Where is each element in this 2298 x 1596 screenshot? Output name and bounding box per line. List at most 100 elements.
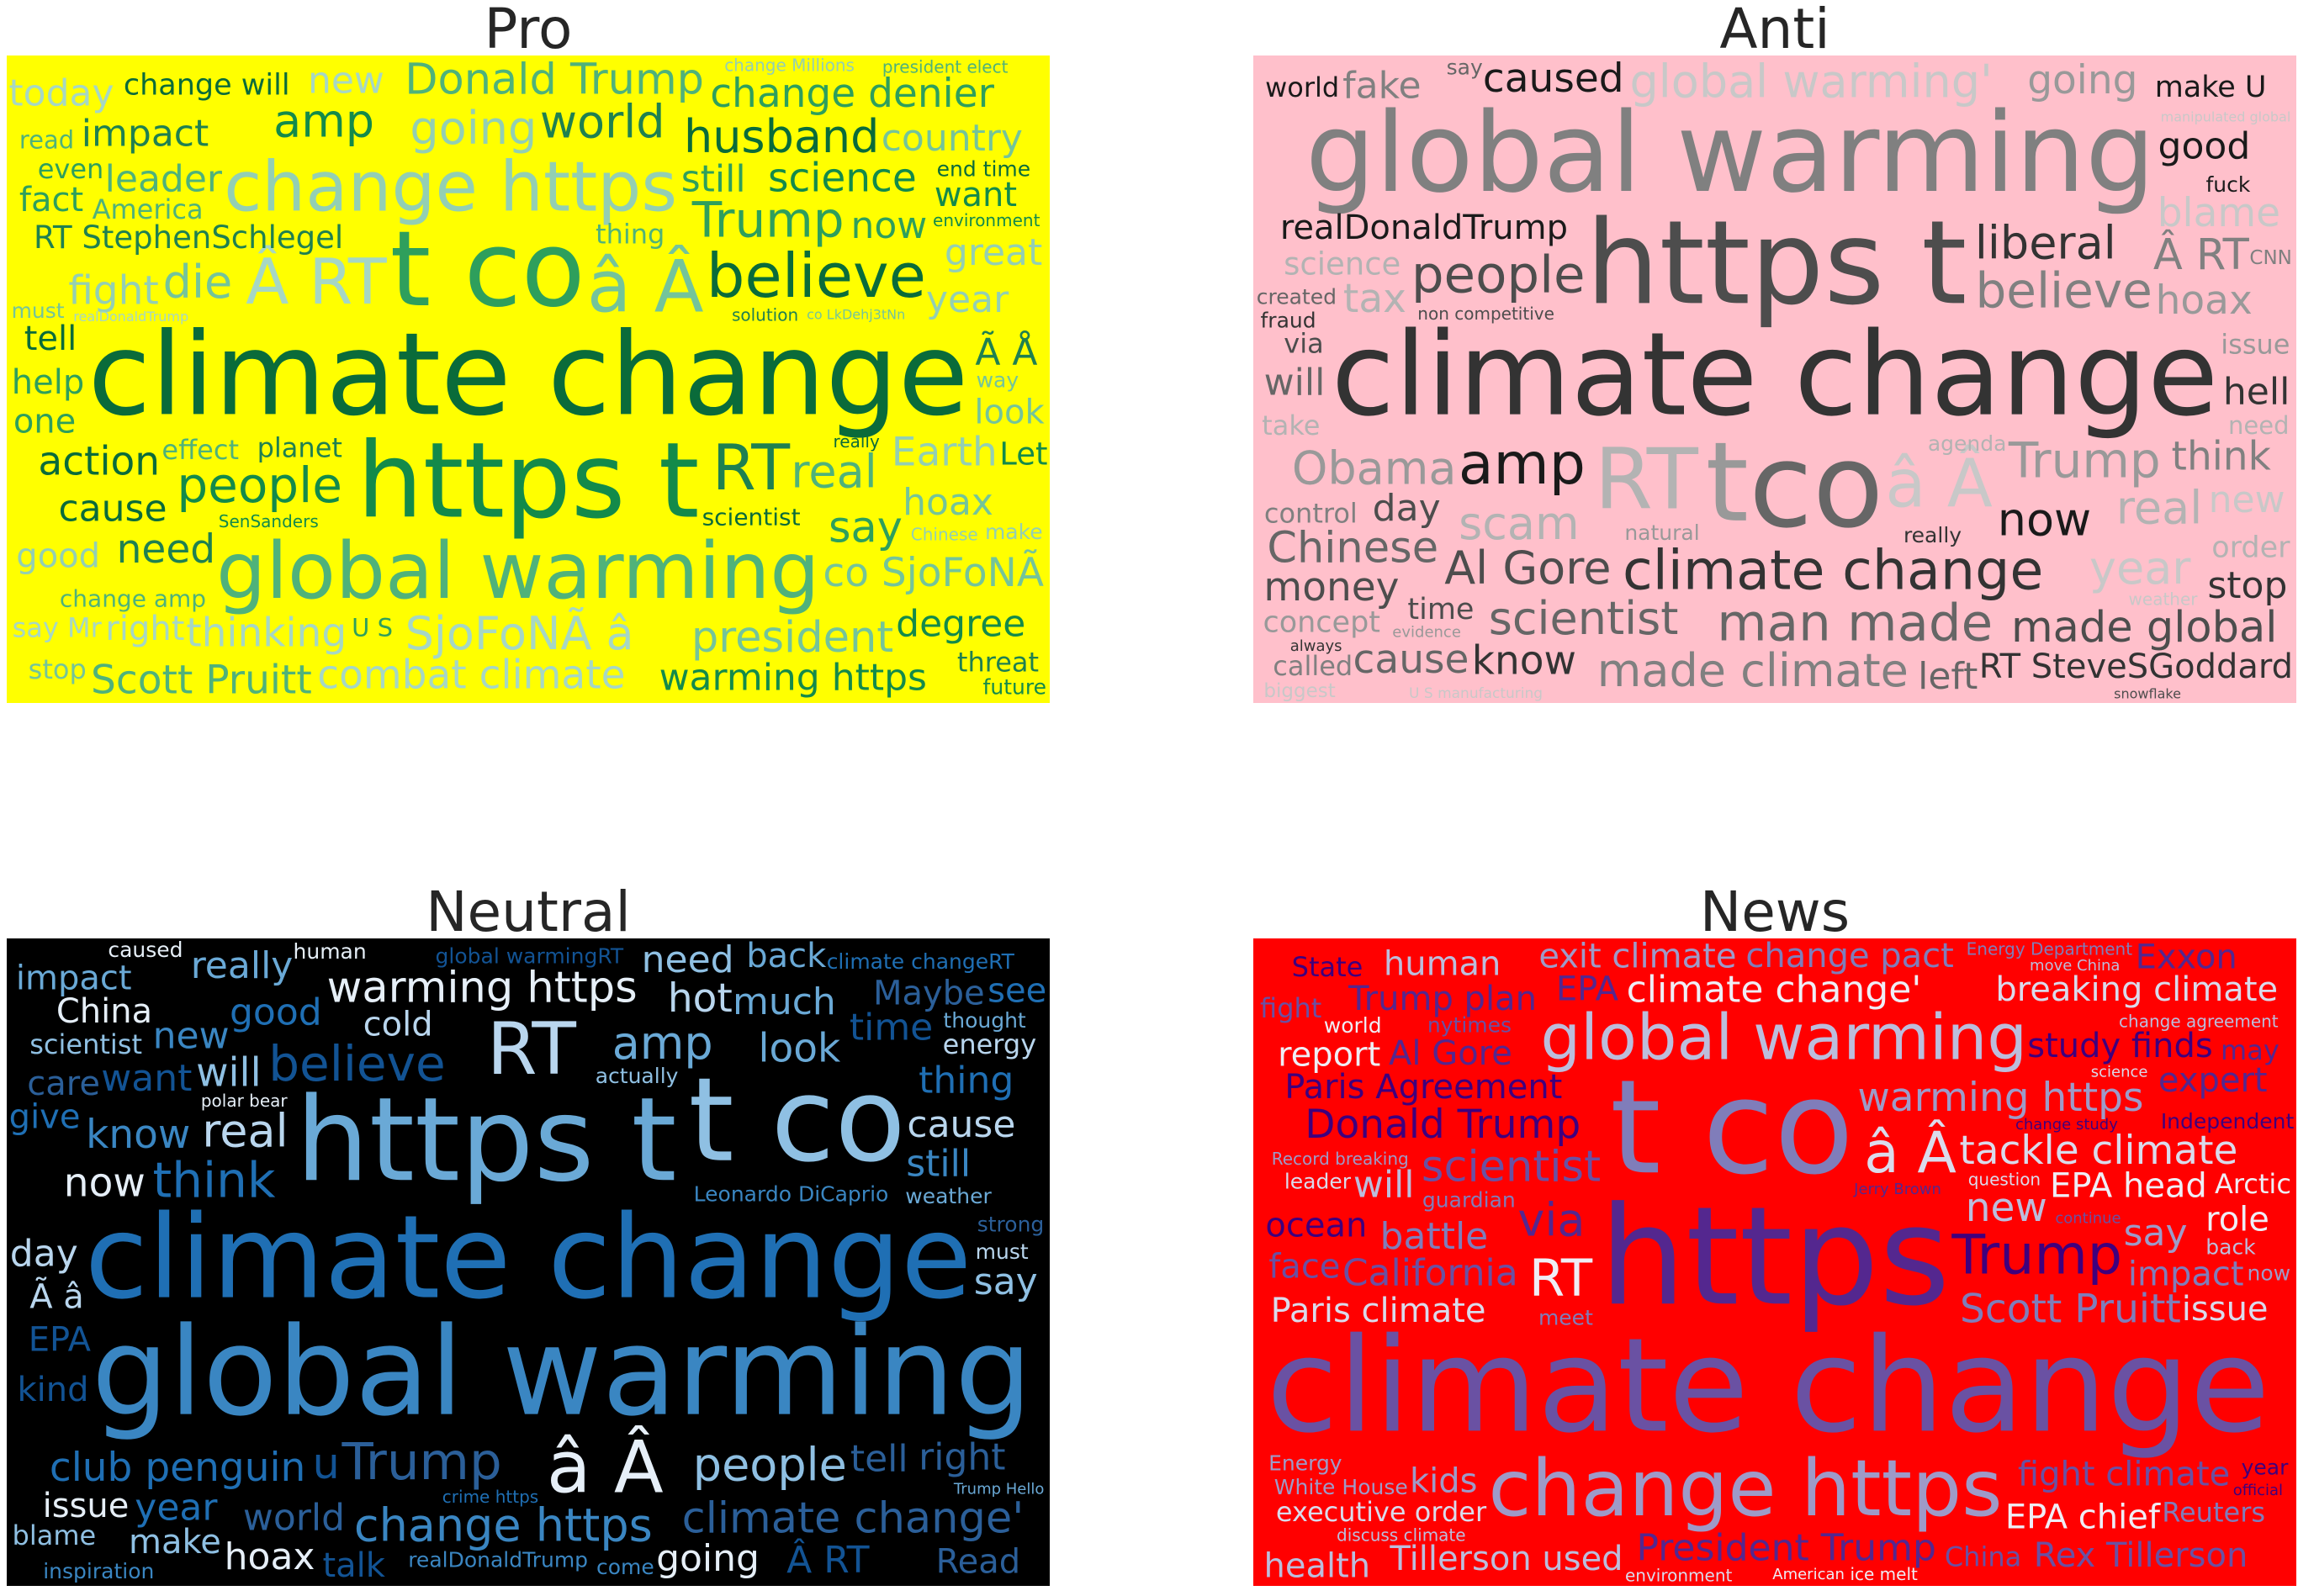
- wordcloud-word: see: [988, 971, 1046, 1010]
- wordcloud-word: inspiration: [43, 1559, 154, 1583]
- wordcloud-word: Â RT: [2153, 229, 2250, 280]
- wordcloud-word: really: [1904, 523, 1962, 547]
- wordcloud-word: husband: [684, 110, 879, 163]
- wordcloud-word: left: [1918, 655, 1978, 698]
- wordcloud-word: kids: [1410, 1462, 1478, 1501]
- wordcloud-word: Exxon: [2136, 938, 2237, 977]
- wordcloud-word: face: [1268, 1247, 1340, 1286]
- wordcloud-word: action: [38, 439, 160, 485]
- wordcloud-word: Scott Pruitt: [91, 658, 312, 703]
- wordcloud-word: exit climate: [1538, 938, 1736, 975]
- wordcloud-word: even: [38, 153, 104, 185]
- wordcloud-word: need: [117, 526, 215, 573]
- wordcloud-word: Ã Å: [975, 329, 1037, 373]
- wordcloud-word: EPA: [1556, 970, 1619, 1008]
- wordcloud-word: people: [177, 457, 342, 514]
- wordcloud-word: snowflake: [2114, 686, 2181, 702]
- wordcloud-word: meet: [1538, 1306, 1593, 1330]
- wordcloud-word: Obama: [1292, 441, 1457, 494]
- wordcloud-word: t co: [688, 1053, 905, 1188]
- wordcloud-word: global warming: [1305, 88, 2155, 217]
- wordcloud-word: https t: [357, 420, 699, 542]
- wordcloud-word: global warmingRT: [436, 943, 624, 968]
- wordcloud-word: strong: [977, 1213, 1045, 1237]
- wordcloud-word: will: [196, 1050, 262, 1097]
- wordcloud-word: scientist: [1422, 1143, 1601, 1192]
- wordcloud-word: stop: [2207, 564, 2287, 607]
- wordcloud-word: tell: [850, 1437, 908, 1480]
- wordcloud-word: money: [1263, 564, 1399, 610]
- wordcloud-word: nytimes: [1427, 1012, 1512, 1037]
- wordcloud-word: stop: [29, 653, 87, 685]
- wordcloud-word: day: [10, 1232, 78, 1275]
- wordcloud-word: State: [1292, 951, 1363, 983]
- wordcloud-word: cold: [363, 1006, 433, 1044]
- wordcloud-word: energy: [943, 1028, 1037, 1060]
- wordcloud-word: back: [746, 938, 827, 975]
- wordcloud-word: make: [129, 1523, 221, 1562]
- wordcloud-word: realDonaldTrump: [1280, 209, 1568, 247]
- wordcloud-word: real: [2116, 481, 2202, 534]
- wordcloud-word: blame: [13, 1519, 97, 1551]
- wordcloud-word: look: [974, 393, 1045, 431]
- wordcloud-word: climate change': [682, 1493, 1025, 1543]
- wordcloud-word: report: [1278, 1036, 1380, 1075]
- wordcloud-word: tell: [24, 320, 77, 358]
- wordcloud-word: scientist: [702, 503, 801, 531]
- wordcloud-word: EPA: [29, 1321, 92, 1360]
- wordcloud-word: Paris Agreement: [1284, 1068, 1562, 1107]
- wordcloud-word: Jerry Brown: [1853, 1181, 1941, 1198]
- wordcloud-word: RT: [1595, 431, 1699, 529]
- wordcloud-word: via: [1517, 1194, 1585, 1247]
- wordcloud-word: manipulated global: [2161, 108, 2291, 124]
- wordcloud-word: hoax: [225, 1535, 315, 1578]
- wordcloud-word: new: [1966, 1185, 2047, 1231]
- wordcloud-word: people: [693, 1439, 847, 1492]
- wordcloud-word: expert: [2158, 1061, 2268, 1100]
- wordcloud-word: scam: [1459, 497, 1580, 550]
- wordcloud-word: biggest: [1263, 680, 1335, 702]
- wordcloud-word: good: [16, 536, 100, 575]
- wordcloud-word: good: [230, 991, 322, 1034]
- wordcloud-word: effect: [161, 434, 239, 466]
- wordcloud-word: warming https: [327, 963, 638, 1012]
- wordcloud-word: Scott Pruitt: [1960, 1286, 2181, 1332]
- wordcloud-word: â Â: [1864, 1118, 1956, 1186]
- wordcloud-word: Earth: [892, 429, 998, 475]
- wordcloud-word: year: [135, 1486, 218, 1529]
- wordcloud-word: role: [2205, 1200, 2269, 1239]
- wordcloud-word: Â RT: [246, 245, 388, 319]
- wordcloud-word: believe: [1975, 262, 2152, 319]
- wordcloud-word: say: [2124, 1212, 2188, 1255]
- wordcloud-word: climate changeRT: [827, 949, 1015, 974]
- wordcloud-word: actually: [596, 1064, 679, 1088]
- panel-pro-title: Pro: [484, 0, 573, 61]
- wordcloud-word: really: [833, 431, 879, 452]
- wordcloud-word: battle: [1380, 1215, 1489, 1258]
- wordcloud-word: world: [1265, 71, 1339, 103]
- wordcloud-word: Chinese: [911, 525, 978, 545]
- wordcloud-word: year: [2089, 542, 2191, 595]
- wordcloud-word: liberal: [1975, 217, 2116, 270]
- wordcloud-word: think: [2172, 434, 2272, 480]
- wordcloud-word: via: [1284, 327, 1323, 359]
- wordcloud-word: must: [12, 299, 65, 323]
- wordcloud-word: warming https: [659, 657, 927, 700]
- wordcloud-word: want: [101, 1057, 192, 1100]
- wordcloud-word: CNN: [2249, 247, 2291, 269]
- wordcloud-word: world: [540, 96, 665, 149]
- wordcloud-word: new: [153, 1015, 230, 1058]
- wordcloud-word: Donald Trump: [405, 55, 704, 104]
- wordcloud-word: cause: [907, 1103, 1015, 1146]
- wordcloud-word: come: [596, 1555, 654, 1579]
- wordcloud-word: change https: [224, 147, 677, 227]
- wordcloud-word: leader: [1284, 1169, 1352, 1193]
- wordcloud-word: new: [2209, 478, 2285, 521]
- wordcloud-word: think: [152, 1152, 275, 1209]
- wordcloud-word: issue: [2221, 329, 2290, 361]
- wordcloud-word: blame: [2158, 190, 2280, 236]
- wordcloud-word: called: [1273, 650, 1353, 682]
- wordcloud-word: guardian: [1422, 1188, 1516, 1213]
